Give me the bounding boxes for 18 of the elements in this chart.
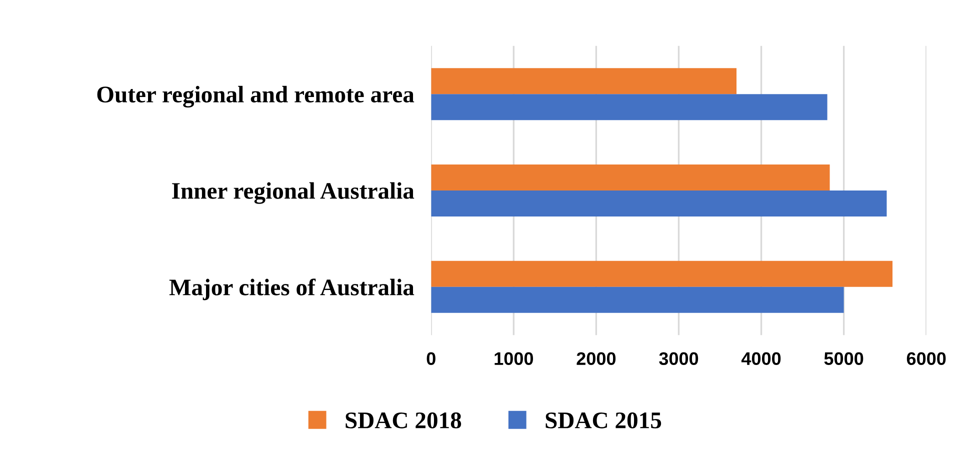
legend-label: SDAC 2018 bbox=[346, 412, 462, 428]
x-tick-label: 3000 bbox=[659, 352, 698, 366]
bar bbox=[431, 190, 887, 217]
bar bbox=[431, 94, 828, 120]
x-tick-label: 4000 bbox=[741, 352, 781, 365]
x-tick-label: 6000 bbox=[906, 352, 946, 365]
bar bbox=[431, 68, 737, 94]
y-tick-label: Outer regional and remote area bbox=[97, 86, 414, 108]
bar bbox=[431, 164, 830, 190]
x-tick-label: 0 bbox=[426, 352, 436, 365]
x-tick-label: 2000 bbox=[576, 352, 616, 365]
bar bbox=[431, 260, 892, 287]
legend-label: SDAC 2015 bbox=[546, 412, 662, 428]
y-tick-label: Inner regional Australia bbox=[172, 182, 414, 204]
bar bbox=[431, 286, 844, 313]
y-tick-label: Major cities of Australia bbox=[169, 278, 414, 300]
x-tick-label: 5000 bbox=[824, 352, 864, 365]
x-tick-label: 1000 bbox=[494, 352, 534, 365]
